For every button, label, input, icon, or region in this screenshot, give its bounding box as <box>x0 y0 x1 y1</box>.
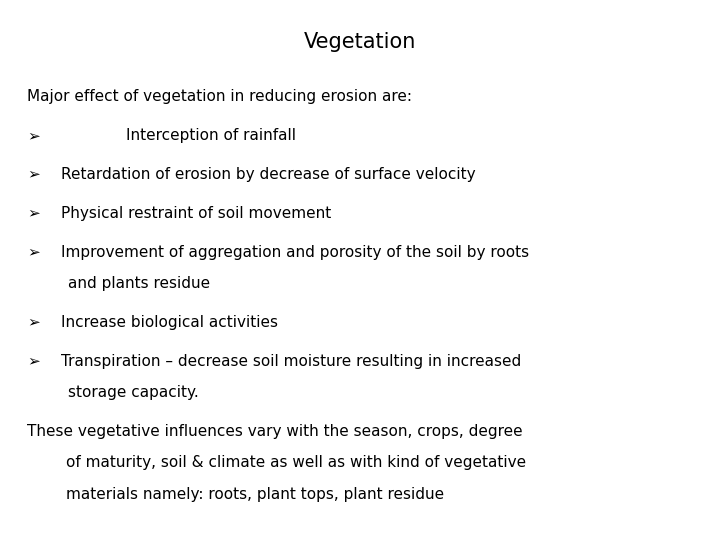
Text: Transpiration – decrease soil moisture resulting in increased: Transpiration – decrease soil moisture r… <box>61 354 521 369</box>
Text: materials namely: roots, plant tops, plant residue: materials namely: roots, plant tops, pla… <box>66 487 444 502</box>
Text: and plants residue: and plants residue <box>68 276 210 291</box>
Text: Increase biological activities: Increase biological activities <box>61 315 278 330</box>
Text: ➢: ➢ <box>27 315 40 330</box>
Text: storage capacity.: storage capacity. <box>68 385 199 400</box>
Text: ➢: ➢ <box>27 354 40 369</box>
Text: Interception of rainfall: Interception of rainfall <box>126 128 296 143</box>
Text: Vegetation: Vegetation <box>304 32 416 52</box>
Text: ➢: ➢ <box>27 167 40 182</box>
Text: Physical restraint of soil movement: Physical restraint of soil movement <box>61 206 331 221</box>
Text: Major effect of vegetation in reducing erosion are:: Major effect of vegetation in reducing e… <box>27 89 413 104</box>
Text: These vegetative influences vary with the season, crops, degree: These vegetative influences vary with th… <box>27 424 523 439</box>
Text: of maturity, soil & climate as well as with kind of vegetative: of maturity, soil & climate as well as w… <box>66 455 526 470</box>
Text: Improvement of aggregation and porosity of the soil by roots: Improvement of aggregation and porosity … <box>61 245 529 260</box>
Text: ➢: ➢ <box>27 245 40 260</box>
Text: Retardation of erosion by decrease of surface velocity: Retardation of erosion by decrease of su… <box>61 167 476 182</box>
Text: ➢: ➢ <box>27 206 40 221</box>
Text: ➢: ➢ <box>27 128 40 143</box>
